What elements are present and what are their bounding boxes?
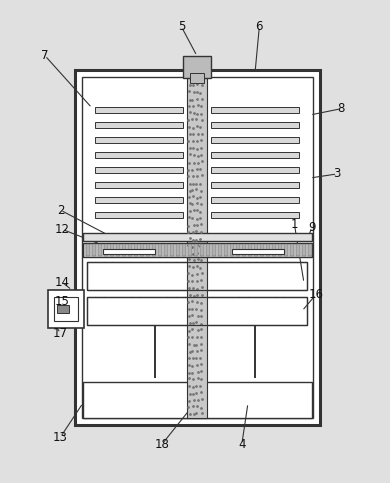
Bar (146, 244, 150, 256)
Bar (183, 56, 211, 78)
Bar (284, 244, 288, 256)
Bar (95, 152, 183, 158)
Bar (152, 244, 156, 256)
Bar (83, 382, 312, 418)
Bar (116, 244, 120, 256)
Bar (242, 244, 246, 256)
Bar (110, 244, 114, 256)
Bar (95, 107, 183, 113)
Bar (95, 122, 183, 128)
Bar (54, 297, 78, 321)
Bar (98, 244, 102, 256)
Bar (206, 244, 210, 256)
Text: 16: 16 (308, 288, 323, 301)
Bar (218, 244, 222, 256)
Bar (82, 77, 313, 418)
Bar (140, 244, 144, 256)
Text: 1: 1 (291, 218, 298, 231)
Text: 18: 18 (154, 438, 169, 451)
Bar (224, 244, 228, 256)
Bar (260, 244, 264, 256)
Bar (104, 244, 108, 256)
Bar (211, 107, 299, 113)
Bar (48, 290, 84, 328)
Bar (103, 249, 155, 254)
Bar (290, 244, 294, 256)
Bar (190, 73, 204, 83)
Text: 5: 5 (178, 20, 185, 33)
Text: 15: 15 (55, 296, 70, 308)
Bar (278, 244, 282, 256)
Text: 9: 9 (308, 221, 316, 233)
Bar (95, 197, 183, 203)
Text: 3: 3 (334, 168, 341, 180)
Bar (272, 244, 276, 256)
Bar (302, 244, 306, 256)
Bar (75, 70, 320, 425)
Bar (87, 297, 307, 325)
Bar (128, 244, 132, 256)
Bar (134, 244, 138, 256)
Bar (248, 244, 252, 256)
Bar (308, 244, 312, 256)
Bar (232, 249, 284, 254)
Bar (200, 244, 204, 256)
Bar (164, 244, 168, 256)
Bar (211, 212, 299, 218)
Text: 12: 12 (55, 223, 70, 236)
Bar (254, 244, 258, 256)
Text: 4: 4 (238, 438, 246, 451)
Bar (57, 305, 69, 313)
Bar (211, 167, 299, 173)
Bar (95, 167, 183, 173)
Bar (211, 122, 299, 128)
Bar (176, 244, 180, 256)
Bar (211, 152, 299, 158)
Bar (230, 244, 234, 256)
Text: 7: 7 (41, 49, 49, 62)
Bar (86, 244, 90, 256)
Bar (83, 243, 312, 257)
Text: 14: 14 (55, 276, 70, 289)
Bar (211, 182, 299, 188)
Bar (194, 244, 198, 256)
Text: 8: 8 (338, 102, 345, 115)
Bar (266, 244, 270, 256)
Text: 6: 6 (255, 20, 263, 33)
Bar (188, 244, 192, 256)
Bar (87, 297, 307, 325)
Bar (158, 244, 162, 256)
Bar (87, 262, 307, 290)
Text: 13: 13 (53, 431, 68, 443)
Bar (92, 244, 96, 256)
Bar (296, 244, 300, 256)
Bar (83, 233, 312, 241)
Bar (211, 197, 299, 203)
Bar (170, 244, 174, 256)
Bar (95, 182, 183, 188)
Bar (212, 244, 216, 256)
Bar (95, 212, 183, 218)
Bar (95, 137, 183, 143)
Bar (182, 244, 186, 256)
Bar (236, 244, 240, 256)
Bar (187, 78, 207, 418)
Bar (122, 244, 126, 256)
Bar (87, 262, 307, 290)
Text: 2: 2 (57, 204, 64, 216)
Bar (211, 137, 299, 143)
Text: 17: 17 (53, 327, 68, 340)
